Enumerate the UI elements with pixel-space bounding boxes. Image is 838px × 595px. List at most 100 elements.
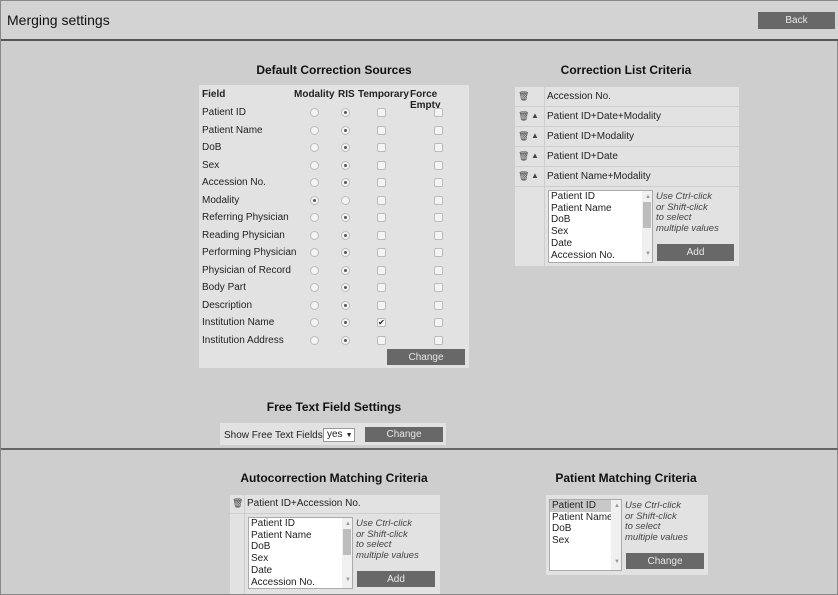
scroll-down-icon[interactable]: ▼ — [345, 577, 351, 584]
force-empty-checkbox[interactable] — [434, 160, 443, 170]
list-option[interactable]: Patient ID — [251, 518, 295, 529]
modality-radio[interactable] — [310, 143, 319, 152]
list-option[interactable]: Patient ID — [551, 191, 595, 202]
scroll-thumb[interactable] — [643, 202, 651, 228]
ris-radio[interactable] — [341, 318, 350, 327]
list-option[interactable]: Sex — [251, 553, 269, 565]
modality-radio[interactable] — [310, 248, 319, 257]
list-option[interactable]: Patient Name — [251, 529, 312, 541]
list-option[interactable]: Sex — [551, 226, 569, 238]
list-option[interactable]: DoB — [552, 523, 572, 535]
force-empty-checkbox[interactable] — [434, 125, 443, 135]
ris-radio[interactable] — [341, 195, 350, 205]
modality-radio[interactable] — [310, 335, 319, 345]
scroll-thumb[interactable] — [343, 529, 351, 555]
trash-icon[interactable]: 🗑 — [518, 151, 530, 161]
list-option[interactable]: Accession No. — [551, 249, 615, 261]
modality-radio[interactable] — [310, 318, 319, 327]
move-up-icon[interactable]: ▲ — [531, 131, 539, 140]
add-autocorrection-button[interactable]: Add — [357, 571, 435, 587]
modality-radio[interactable] — [310, 178, 319, 187]
trash-icon[interactable]: 🗑 — [518, 171, 530, 181]
force-empty-checkbox[interactable] — [434, 248, 443, 257]
scroll-up-icon[interactable]: ▲ — [614, 503, 620, 509]
scroll-up-icon[interactable]: ▲ — [345, 521, 351, 527]
modality-radio[interactable] — [310, 108, 319, 117]
list-option[interactable]: Patient ID — [550, 500, 621, 512]
temporary-checkbox[interactable] — [377, 265, 386, 275]
force-empty-checkbox[interactable] — [434, 108, 443, 117]
back-button[interactable]: Back — [758, 12, 835, 29]
change-sources-button[interactable]: Change — [387, 349, 465, 365]
patient-matching-change-button[interactable]: Change — [626, 553, 704, 569]
force-empty-checkbox[interactable] — [434, 265, 443, 275]
move-up-icon[interactable]: ▲ — [531, 171, 539, 180]
trash-icon[interactable]: 🗑 — [232, 498, 244, 508]
modality-radio[interactable] — [310, 160, 319, 170]
temporary-checkbox[interactable] — [377, 300, 386, 310]
free-text-select[interactable]: yes ▼ — [323, 428, 355, 442]
temporary-checkbox[interactable] — [377, 160, 386, 170]
ris-radio[interactable] — [341, 230, 350, 240]
ris-radio[interactable] — [341, 143, 350, 152]
list-option[interactable]: Patient Name — [552, 511, 613, 523]
temporary-checkbox[interactable] — [377, 230, 386, 240]
temporary-checkbox[interactable] — [377, 108, 386, 117]
force-empty-checkbox[interactable] — [434, 318, 443, 327]
force-empty-checkbox[interactable] — [434, 178, 443, 187]
ris-radio[interactable] — [341, 160, 350, 170]
temporary-checkbox[interactable] — [377, 248, 386, 257]
force-empty-checkbox[interactable] — [434, 143, 443, 152]
ris-radio[interactable] — [341, 248, 350, 257]
temporary-checkbox[interactable] — [377, 125, 386, 135]
free-text-change-button[interactable]: Change — [365, 427, 443, 442]
move-up-icon[interactable]: ▲ — [531, 111, 539, 120]
temporary-checkbox[interactable] — [377, 283, 386, 292]
modality-radio[interactable] — [310, 230, 319, 240]
modality-radio[interactable] — [310, 213, 319, 222]
temporary-checkbox[interactable]: ✔ — [377, 318, 386, 327]
ris-radio[interactable] — [341, 335, 350, 345]
scrollbar[interactable]: ▲ ▼ — [642, 191, 652, 262]
temporary-checkbox[interactable] — [377, 335, 386, 345]
move-up-icon[interactable]: ▲ — [531, 151, 539, 160]
ris-radio[interactable] — [341, 283, 350, 292]
scroll-up-icon[interactable]: ▲ — [645, 194, 651, 200]
force-empty-checkbox[interactable] — [434, 335, 443, 345]
ris-radio[interactable] — [341, 213, 350, 222]
list-option[interactable]: Date — [551, 237, 573, 249]
force-empty-checkbox[interactable] — [434, 195, 443, 205]
ris-radio[interactable] — [341, 265, 350, 275]
scrollbar[interactable]: ▲ ▼ — [611, 500, 621, 570]
trash-icon[interactable]: 🗑 — [518, 91, 530, 101]
list-option[interactable]: Date — [251, 564, 273, 576]
modality-radio[interactable] — [310, 283, 319, 292]
trash-icon[interactable]: 🗑 — [518, 111, 530, 121]
list-option[interactable]: Accession No. — [251, 576, 315, 588]
scrollbar[interactable]: ▲ ▼ — [342, 518, 352, 588]
temporary-checkbox[interactable] — [377, 178, 386, 187]
list-option[interactable]: DoB — [551, 214, 571, 226]
modality-radio[interactable] — [310, 300, 319, 310]
autocorrection-select[interactable]: Patient ID Patient Name DoB Sex Date Accessio… — [248, 517, 353, 589]
temporary-checkbox[interactable] — [377, 143, 386, 152]
ris-radio[interactable] — [341, 178, 350, 187]
list-option[interactable]: Patient Name — [551, 202, 612, 214]
temporary-checkbox[interactable] — [377, 213, 386, 222]
force-empty-checkbox[interactable] — [434, 283, 443, 292]
scroll-down-icon[interactable]: ▼ — [645, 251, 651, 258]
trash-icon[interactable]: 🗑 — [518, 131, 530, 141]
list-option[interactable]: Sex — [552, 535, 570, 547]
ris-radio[interactable] — [341, 108, 350, 117]
modality-radio[interactable] — [310, 195, 319, 205]
force-empty-checkbox[interactable] — [434, 300, 443, 310]
modality-radio[interactable] — [310, 125, 319, 135]
temporary-checkbox[interactable] — [377, 195, 386, 205]
patient-matching-select[interactable]: Patient ID Patient Name DoB Sex ▲ ▼ — [549, 499, 622, 571]
modality-radio[interactable] — [310, 265, 319, 275]
ris-radio[interactable] — [341, 300, 350, 310]
add-criteria-button[interactable]: Add — [657, 244, 734, 261]
list-option[interactable]: DoB — [251, 541, 271, 553]
force-empty-checkbox[interactable] — [434, 213, 443, 222]
scroll-down-icon[interactable]: ▼ — [614, 559, 620, 566]
